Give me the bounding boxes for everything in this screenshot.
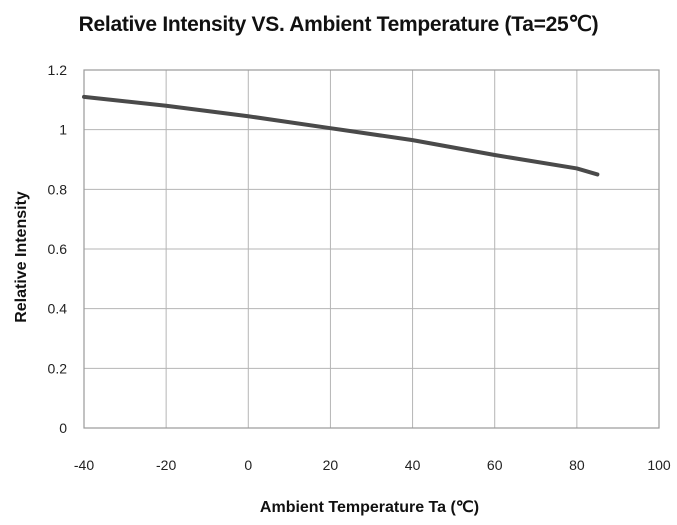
y-tick-label: 1	[59, 122, 67, 138]
y-axis-title: Relative Intensity	[13, 191, 30, 323]
x-tick-labels: -40 -20 0 20 40 60 80 100	[74, 457, 671, 473]
x-tick-label: 60	[487, 457, 503, 473]
y-tick-label: 0.8	[48, 181, 68, 197]
y-tick-labels: 0 0.2 0.4 0.6 0.8 1 1.2	[48, 62, 68, 436]
x-axis-title: Ambient Temperature Ta (℃)	[260, 499, 479, 516]
plot-frame	[83, 69, 660, 429]
x-tick-label: 0	[244, 457, 252, 473]
y-tick-label: 1.2	[48, 62, 68, 78]
y-tick-label: 0.4	[48, 301, 68, 317]
x-tick-label: 40	[405, 457, 421, 473]
series-lines	[82, 94, 600, 177]
y-tick-label: 0	[59, 420, 67, 436]
x-tick-label: 100	[647, 457, 671, 473]
chart-title: Relative Intensity VS. Ambient Temperatu…	[78, 13, 599, 36]
x-tick-label: 80	[569, 457, 585, 473]
x-tick-label: -20	[156, 457, 176, 473]
x-tick-label: 20	[323, 457, 339, 473]
y-tick-label: 0.2	[48, 360, 68, 376]
grid-lines	[83, 69, 660, 429]
x-tick-label: -40	[74, 457, 94, 473]
series-line	[82, 94, 600, 177]
y-tick-label: 0.6	[48, 241, 68, 257]
